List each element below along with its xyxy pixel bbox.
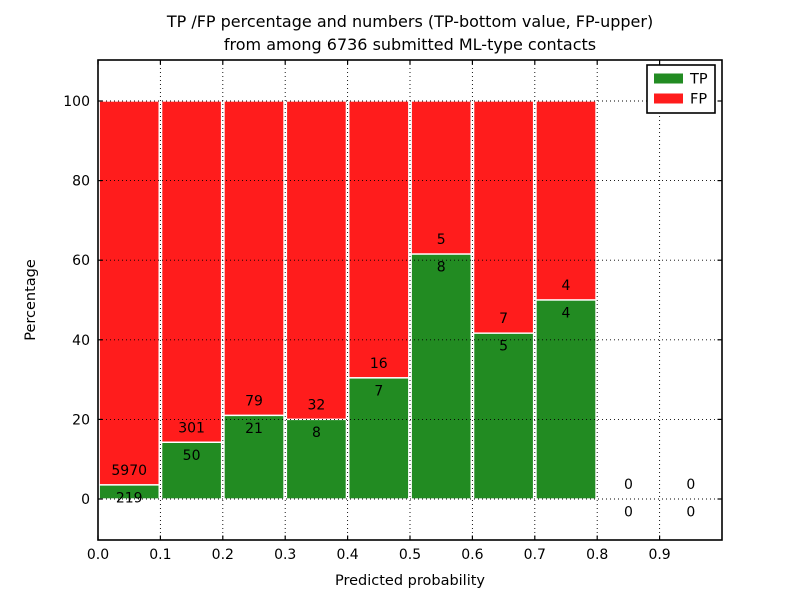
bar-tp-segment: [348, 377, 410, 500]
bar-tp-count-label: 8: [437, 260, 446, 276]
legend: TP FP: [646, 64, 716, 114]
bar-fp-count-label: 79: [245, 393, 263, 409]
x-axis-label: Predicted probability: [335, 573, 485, 589]
tick-labels-layer: 0.0 0.1 0.2 0.3 0.4 0.5 0.6 0.7 0.8 0.90204060801…: [63, 94, 670, 563]
bar-tp-count-label: 8: [312, 425, 321, 441]
y-tick-label: 20: [72, 412, 90, 428]
x-tick-label: 0.2: [212, 547, 234, 563]
bar-tp-count-label: 4: [562, 306, 571, 322]
bar-tp-count-label: 0: [686, 505, 695, 521]
bar-tp-count-label: 5: [499, 339, 508, 355]
bar-fp-count-label: 301: [178, 420, 205, 436]
bar-fp-count-label: 5: [437, 232, 446, 248]
x-tick-label: 0.5: [399, 547, 421, 563]
bar-fp-count-label: 7: [499, 311, 508, 327]
bar-tp-segment: [160, 441, 223, 500]
x-tick-label: 0.9: [648, 547, 670, 563]
bar-tp-segment: [285, 418, 348, 500]
y-tick-label: 0: [81, 492, 90, 508]
y-tick-label: 80: [72, 174, 90, 190]
legend-label-tp: TP: [689, 72, 708, 88]
bar-fp-segment: [410, 100, 472, 255]
bar-fp-segment: [223, 100, 285, 417]
x-tick-label: 0.6: [461, 547, 483, 563]
bar-fp-segment: [472, 100, 535, 334]
y-tick-label: 40: [72, 333, 90, 349]
bar-tp-segment: [472, 332, 535, 500]
y-axis-label: Percentage: [23, 259, 39, 341]
chart-title-line2: from among 6736 submitted ML-type contac…: [224, 35, 596, 54]
legend-swatch-fp-icon: [654, 93, 683, 104]
x-tick-label: 0.8: [586, 547, 608, 563]
bar-fp-count-label: 5970: [111, 463, 147, 479]
bar-tp-segment: [98, 484, 160, 500]
bars-layer: [98, 100, 597, 500]
bar-fp-count-label: 0: [624, 477, 633, 493]
y-tick-label: 60: [72, 253, 90, 269]
bar-tp-segment: [410, 253, 472, 500]
bar-tp-count-label: 0: [624, 505, 633, 521]
bar-fp-segment: [160, 100, 223, 444]
bar-tp-count-label: 21: [245, 421, 263, 437]
bar-fp-count-label: 0: [686, 477, 695, 493]
x-tick-label: 0.7: [524, 547, 546, 563]
legend-swatch-tp-icon: [654, 73, 683, 84]
bar-tp-count-label: 219: [116, 490, 143, 506]
bar-count-labels-layer: 5970 219 301 50 79 21 32 8 16 7 5 8 7 5 4 4 0 0 0 0: [111, 232, 695, 520]
bar-fp-count-label: 4: [562, 278, 571, 294]
y-tick-label: 100: [63, 94, 90, 110]
legend-box: [646, 64, 716, 114]
bar-tp-segment: [535, 299, 597, 500]
x-tick-label: 0.1: [149, 547, 171, 563]
bar-tp-count-label: 50: [183, 448, 201, 464]
bar-fp-count-label: 16: [370, 356, 388, 372]
grid-layer: [98, 60, 722, 540]
bar-fp-segment: [348, 100, 410, 379]
bar-fp-count-label: 32: [307, 397, 325, 413]
bar-fp-segment: [535, 100, 597, 301]
ticks-layer: [97, 60, 722, 540]
x-tick-label: 0.4: [336, 547, 358, 563]
legend-label-fp: FP: [690, 92, 707, 108]
bar-fp-segment: [285, 100, 348, 421]
bar-fp-segment: [98, 100, 160, 486]
chart-title-line1: TP /FP percentage and numbers (TP-bottom…: [166, 12, 653, 31]
x-tick-label: 0.3: [274, 547, 296, 563]
bar-tp-count-label: 7: [374, 383, 383, 399]
x-tick-label: 0.0: [87, 547, 109, 563]
